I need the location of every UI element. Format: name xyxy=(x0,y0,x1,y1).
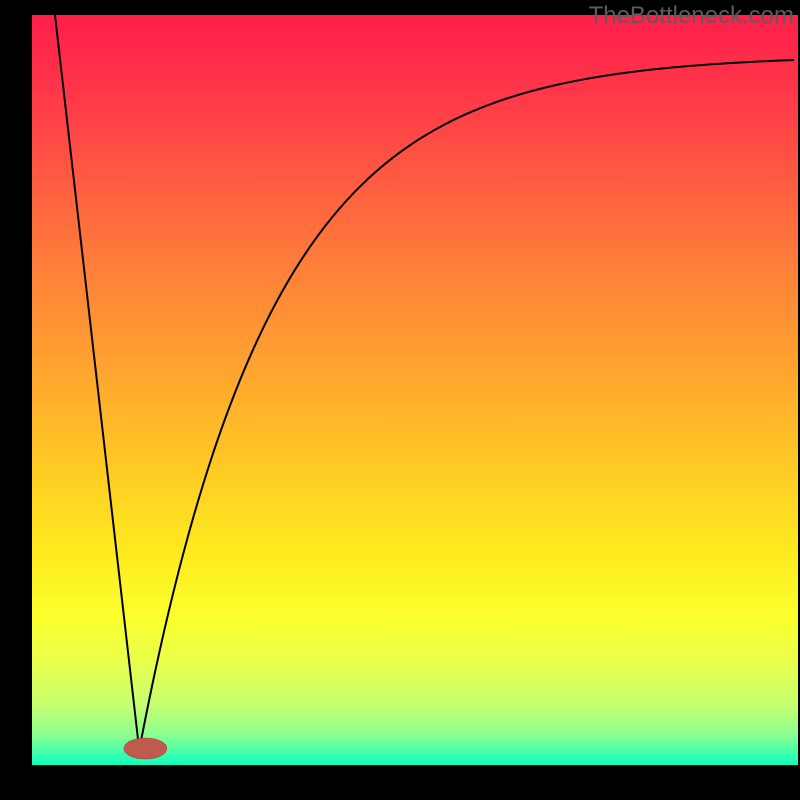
chart-svg xyxy=(32,15,798,765)
minimum-marker xyxy=(124,738,167,759)
gradient-background xyxy=(32,15,798,765)
plot-area xyxy=(32,15,798,765)
figure-frame: TheBottleneck.com xyxy=(0,0,800,800)
